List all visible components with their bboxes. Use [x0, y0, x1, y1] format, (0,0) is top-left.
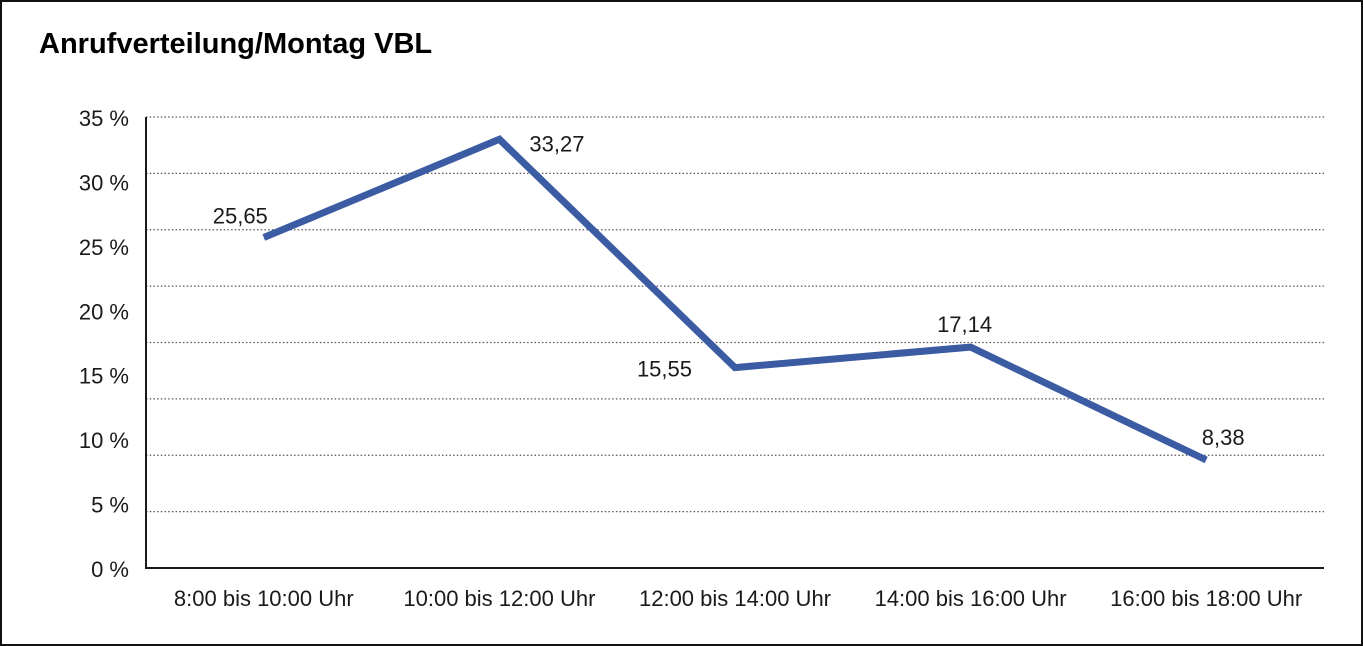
y-tick-label: 20 %	[79, 299, 129, 324]
y-tick-label: 25 %	[79, 235, 129, 260]
x-tick-label: 14:00 bis 16:00 Uhr	[875, 586, 1067, 611]
y-tick-label: 15 %	[79, 364, 129, 389]
y-tick-label: 0 %	[91, 557, 129, 582]
data-point-label: 15,55	[637, 357, 692, 382]
y-tick-label: 5 %	[91, 493, 129, 518]
y-tick-label: 35 %	[79, 106, 129, 131]
x-tick-label: 16:00 bis 18:00 Uhr	[1110, 586, 1302, 611]
data-point-label: 8,38	[1202, 425, 1245, 450]
y-tick-label: 30 %	[79, 170, 129, 195]
data-point-label: 17,14	[937, 312, 992, 337]
x-tick-label: 12:00 bis 14:00 Uhr	[639, 586, 831, 611]
x-tick-label: 8:00 bis 10:00 Uhr	[174, 586, 354, 611]
data-point-label: 33,27	[529, 131, 584, 156]
y-tick-label: 10 %	[79, 428, 129, 453]
data-point-label: 25,65	[213, 204, 268, 229]
chart-title: Anrufverteilung/Montag VBL	[39, 28, 433, 60]
x-tick-label: 10:00 bis 12:00 Uhr	[403, 586, 595, 611]
series-line	[262, 135, 1208, 464]
